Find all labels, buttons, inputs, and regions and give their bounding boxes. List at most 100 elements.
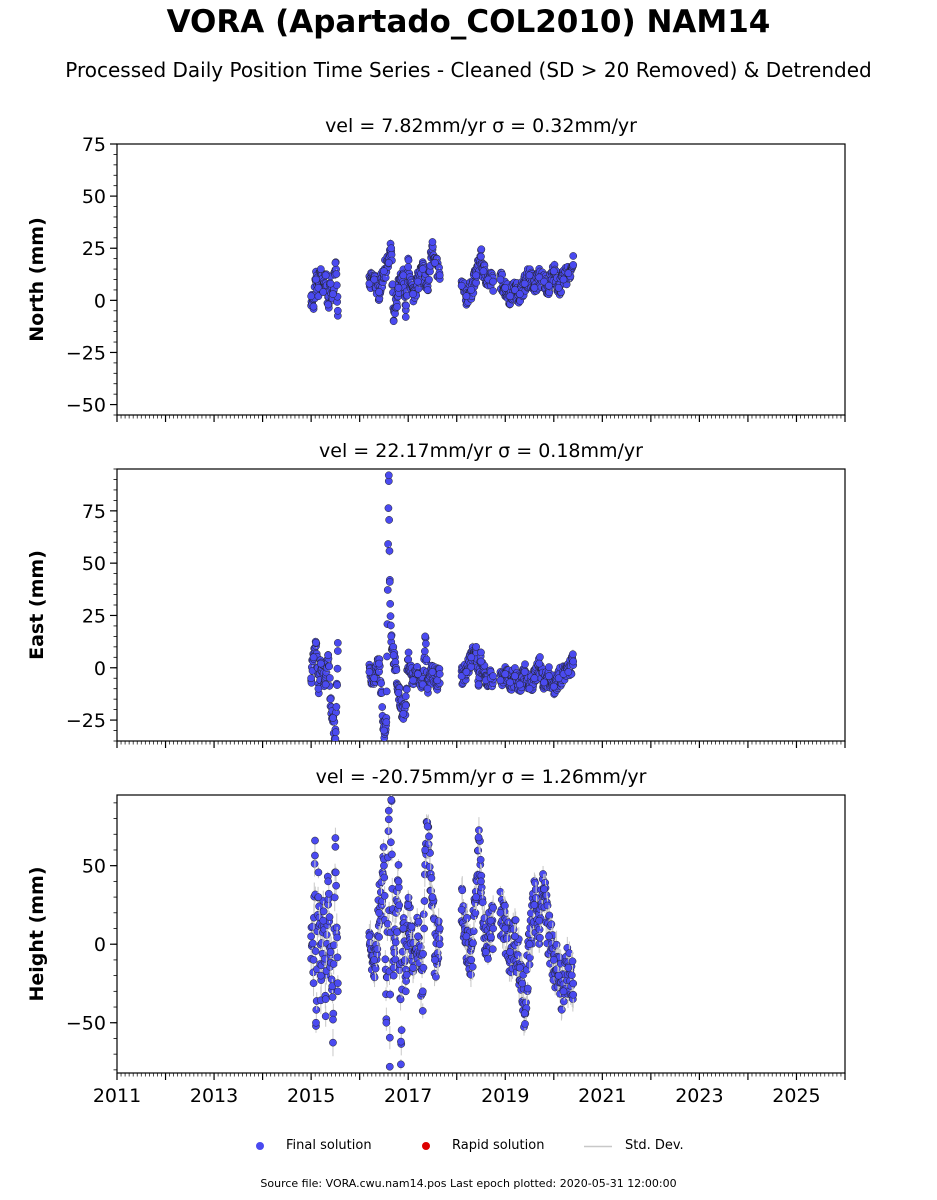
data-point [569,990,578,999]
data-point [388,850,396,859]
data-point [384,258,393,267]
data-point [515,290,524,298]
data-point [370,275,379,284]
data-point [407,922,416,931]
data-point [401,701,410,710]
data-point [487,933,495,942]
data-point [404,256,413,265]
data-point [496,676,505,685]
data-point [384,806,393,815]
data-point [396,995,405,1004]
data-point [569,252,578,260]
data-point [375,908,383,917]
data-point [489,924,497,933]
data-point [389,971,398,980]
data-point [401,313,410,321]
plot-frame [116,468,846,742]
data-point [332,270,341,278]
data-point [414,917,423,926]
data-point [325,913,334,921]
data-point [380,267,388,276]
y-tick-label: 50 [82,553,106,575]
data-point [467,286,476,294]
data-point [385,1062,394,1071]
y-tick-label: 25 [82,605,106,627]
data-point [511,286,519,294]
data-point [525,271,534,280]
data-point [467,970,475,979]
data-point [501,283,510,292]
data-point [332,281,341,290]
data-point [385,578,394,586]
data-point [511,672,519,680]
data-point [319,288,328,296]
data-point [477,252,485,261]
data-point [540,277,548,286]
data-point [419,963,428,972]
data-point [397,1060,405,1069]
data-point [312,1018,320,1027]
data-point [331,842,340,851]
data-point [314,893,323,901]
data-point [545,663,553,671]
data-point [428,668,437,676]
data-point [531,879,539,887]
data-point [307,674,315,683]
data-point [431,956,439,964]
data-point [526,953,534,962]
data-point [383,920,392,928]
data-point [332,703,341,711]
data-point [530,674,539,683]
data-point [333,639,342,647]
x-tick-label: 2017 [384,1085,432,1107]
data-point [404,893,413,902]
data-point [457,905,466,914]
data-point [324,651,332,660]
data-point [419,950,427,958]
data-point [333,681,341,689]
data-point [330,893,339,902]
y-tick-label: 25 [82,238,106,260]
y-tick-label: 0 [94,658,106,680]
data-point [427,874,436,882]
data-point [474,833,483,842]
data-point [421,846,430,854]
data-point [378,703,387,711]
data-point [559,987,568,996]
y-tick-label: 0 [94,934,106,956]
data-point [394,689,403,697]
data-point [380,726,388,735]
data-point [385,1033,394,1042]
data-point [409,290,417,298]
data-point [316,971,325,980]
y-tick-label: −50 [66,395,106,417]
data-point [401,692,410,701]
data-point [435,271,444,280]
data-point [311,947,320,955]
panel-2: vel = 22.17mm/yr σ = 0.18mm/yr East (mm) −… [26,440,846,748]
data-point [431,258,439,267]
data-point [418,1007,427,1015]
data-point [506,948,514,956]
data-point [549,956,558,964]
y-tick-label: 75 [82,134,106,156]
data-point [307,932,315,941]
data-point [309,302,318,311]
data-point [324,300,332,309]
data-point [478,898,487,907]
data-point [309,956,318,964]
data-point [382,1018,391,1027]
data-point [395,901,404,910]
data-point [545,281,553,290]
data-point [327,975,336,984]
data-point [477,648,485,657]
data-point [496,275,505,284]
data-point [486,916,495,925]
data-point [331,735,340,741]
data-point [520,279,529,288]
data-point [423,684,432,693]
panel-title: vel = 7.82mm/yr σ = 0.32mm/yr [325,115,637,137]
data-point [375,659,383,668]
